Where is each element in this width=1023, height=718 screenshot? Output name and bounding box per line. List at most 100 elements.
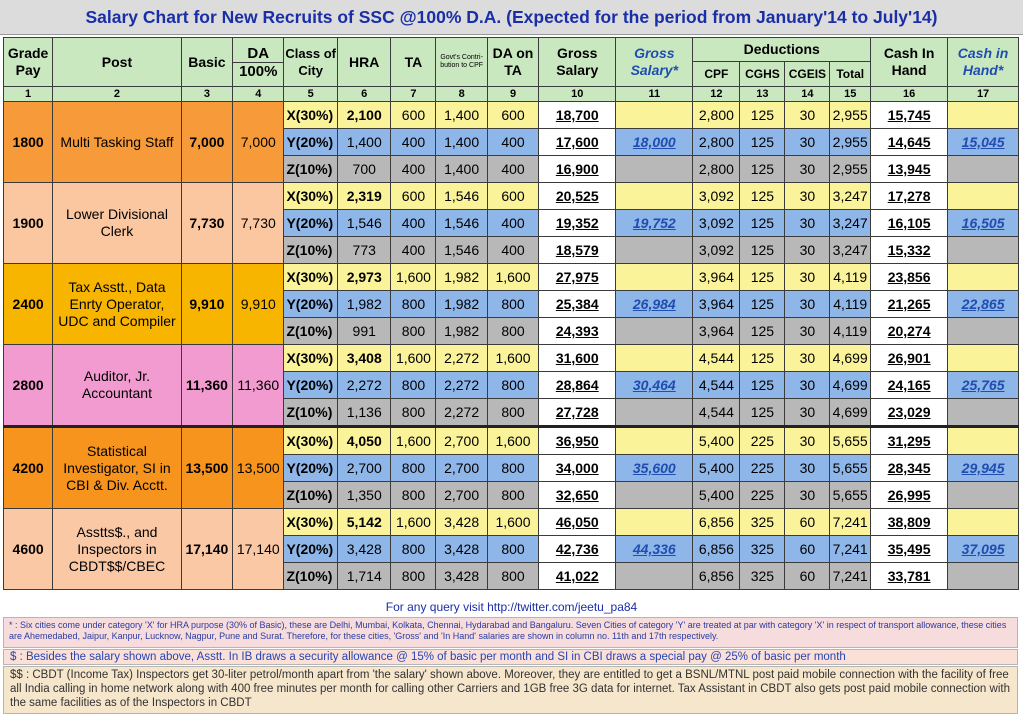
cash-in-hand-star-empty (947, 426, 1019, 455)
gross-salary-cell: 16,900 (538, 155, 617, 183)
hra-cell: 700 (336, 155, 392, 183)
column-number: 1 (2, 86, 54, 102)
hra-cell: 1,546 (336, 209, 392, 237)
cash-in-hand-cell: 14,645 (870, 128, 949, 156)
cpf-cell: 2,800 (692, 155, 741, 183)
govt-contribution-cell: 3,428 (435, 535, 488, 563)
header-da: DA 100% (232, 37, 285, 87)
cpf-cell: 4,544 (692, 344, 741, 372)
total-deduction-cell: 2,955 (829, 101, 872, 129)
cgeis-cell: 30 (784, 317, 831, 345)
hra-cell: 5,142 (336, 508, 392, 536)
class-of-city-cell: Z(10%) (283, 155, 338, 183)
basic-cell: 7,000 (180, 101, 234, 183)
ta-cell: 800 (390, 371, 437, 399)
basic-cell: 13,500 (180, 426, 234, 509)
class-of-city-cell: Z(10%) (283, 236, 338, 264)
cgeis-cell: 30 (784, 481, 831, 509)
ta-cell: 800 (390, 290, 437, 318)
table-row: 4200 Statistical Investigator, SI in CBI … (2, 426, 1019, 509)
table-row: Z(10%) 1,714 800 3,428 800 41,022 6,856 325 60 7,… (4, 562, 1019, 590)
gross-salary-cell: 27,975 (538, 263, 617, 291)
hra-cell: 1,982 (336, 290, 392, 318)
ta-cell: 400 (390, 155, 437, 183)
cgeis-cell: 30 (784, 426, 831, 455)
gross-salary-star-empty (615, 263, 694, 291)
ta-cell: 800 (390, 481, 437, 509)
cgeis-cell: 60 (784, 508, 831, 536)
hra-cell: 3,428 (336, 535, 392, 563)
gross-salary-cell: 18,700 (538, 101, 617, 129)
cash-in-hand-cell: 26,901 (870, 344, 949, 372)
cash-in-hand-star-cell: 15,045 (947, 128, 1019, 156)
govt-contribution-cell: 1,982 (435, 317, 488, 345)
cghs-cell: 125 (739, 371, 786, 399)
da-cell: 9,910 (232, 263, 285, 345)
govt-contribution-cell: 2,272 (435, 344, 488, 372)
hra-cell: 773 (336, 236, 392, 264)
query-link[interactable]: For any query visit http://twitter.com/j… (385, 600, 638, 614)
cgeis-cell: 30 (784, 263, 831, 291)
da-on-ta-cell: 400 (486, 128, 540, 156)
column-number: 15 (829, 86, 872, 102)
govt-contribution-cell: 2,700 (435, 426, 488, 455)
govt-contribution-cell: 1,546 (435, 236, 488, 264)
table-row: Y(20%) 2,272 800 2,272 800 28,864 30,464 4,544 1… (4, 371, 1019, 399)
cghs-cell: 225 (739, 481, 786, 509)
class-of-city-cell: Y(20%) (283, 371, 338, 399)
total-deduction-cell: 4,699 (829, 371, 872, 399)
cghs-cell: 125 (739, 263, 786, 291)
class-of-city-cell: Y(20%) (283, 535, 338, 563)
grade-pay-cell: 2400 (2, 263, 54, 345)
cgeis-cell: 30 (784, 398, 831, 427)
header-govt-contribution: Govt's Contri- bution to CPF (435, 37, 488, 87)
cpf-cell: 3,092 (692, 236, 741, 264)
note-star: * : Six cities come under category 'X' f… (3, 617, 1018, 648)
cash-in-hand-cell: 15,745 (870, 101, 949, 129)
cgeis-cell: 60 (784, 535, 831, 563)
govt-contribution-cell: 1,400 (435, 128, 488, 156)
da-on-ta-cell: 800 (486, 290, 540, 318)
hra-cell: 2,272 (336, 371, 392, 399)
ta-cell: 800 (390, 535, 437, 563)
gross-salary-star-empty (615, 317, 694, 345)
header-grade-pay: Grade Pay (2, 37, 54, 87)
gross-salary-cell: 28,864 (538, 371, 617, 399)
table-row: Z(10%) 991 800 1,982 800 24,393 3,964 125 30 4,11… (4, 317, 1019, 345)
govt-contribution-cell: 1,982 (435, 263, 488, 291)
cash-in-hand-star-cell: 16,505 (947, 209, 1019, 237)
cghs-cell: 225 (739, 426, 786, 455)
da-on-ta-cell: 800 (486, 535, 540, 563)
ta-cell: 1,600 (390, 426, 437, 455)
govt-contribution-cell: 1,546 (435, 182, 488, 210)
da-on-ta-cell: 800 (486, 317, 540, 345)
class-of-city-cell: X(30%) (283, 508, 338, 536)
hra-cell: 2,700 (336, 454, 392, 482)
table-row: 1800 Multi Tasking Staff 7,000 7,000 X(30%) 2… (2, 101, 1019, 183)
total-deduction-cell: 5,655 (829, 481, 872, 509)
da-on-ta-cell: 800 (486, 371, 540, 399)
govt-contribution-cell: 3,428 (435, 508, 488, 536)
hra-cell: 1,350 (336, 481, 392, 509)
class-of-city-cell: Y(20%) (283, 128, 338, 156)
cash-in-hand-star-empty (947, 317, 1019, 345)
cpf-cell: 6,856 (692, 508, 741, 536)
total-deduction-cell: 2,955 (829, 128, 872, 156)
ta-cell: 600 (390, 101, 437, 129)
total-deduction-cell: 3,247 (829, 236, 872, 264)
table-row: Y(20%) 1,400 400 1,400 400 17,600 18,000 2,800 1… (4, 128, 1019, 156)
column-number: 6 (336, 86, 392, 102)
hra-cell: 4,050 (336, 426, 392, 455)
grade-pay-cell: 4600 (2, 508, 54, 590)
govt-contribution-cell: 2,272 (435, 371, 488, 399)
column-number: 11 (615, 86, 694, 102)
cash-in-hand-star-empty (947, 562, 1019, 590)
header-gross-salary-star: Gross Salary* (615, 37, 694, 87)
total-deduction-cell: 4,699 (829, 398, 872, 427)
da-on-ta-cell: 1,600 (486, 508, 540, 536)
da-on-ta-cell: 800 (486, 398, 540, 427)
gross-salary-star-empty (615, 508, 694, 536)
ta-cell: 400 (390, 128, 437, 156)
da-on-ta-cell: 800 (486, 481, 540, 509)
hra-cell: 2,319 (336, 182, 392, 210)
